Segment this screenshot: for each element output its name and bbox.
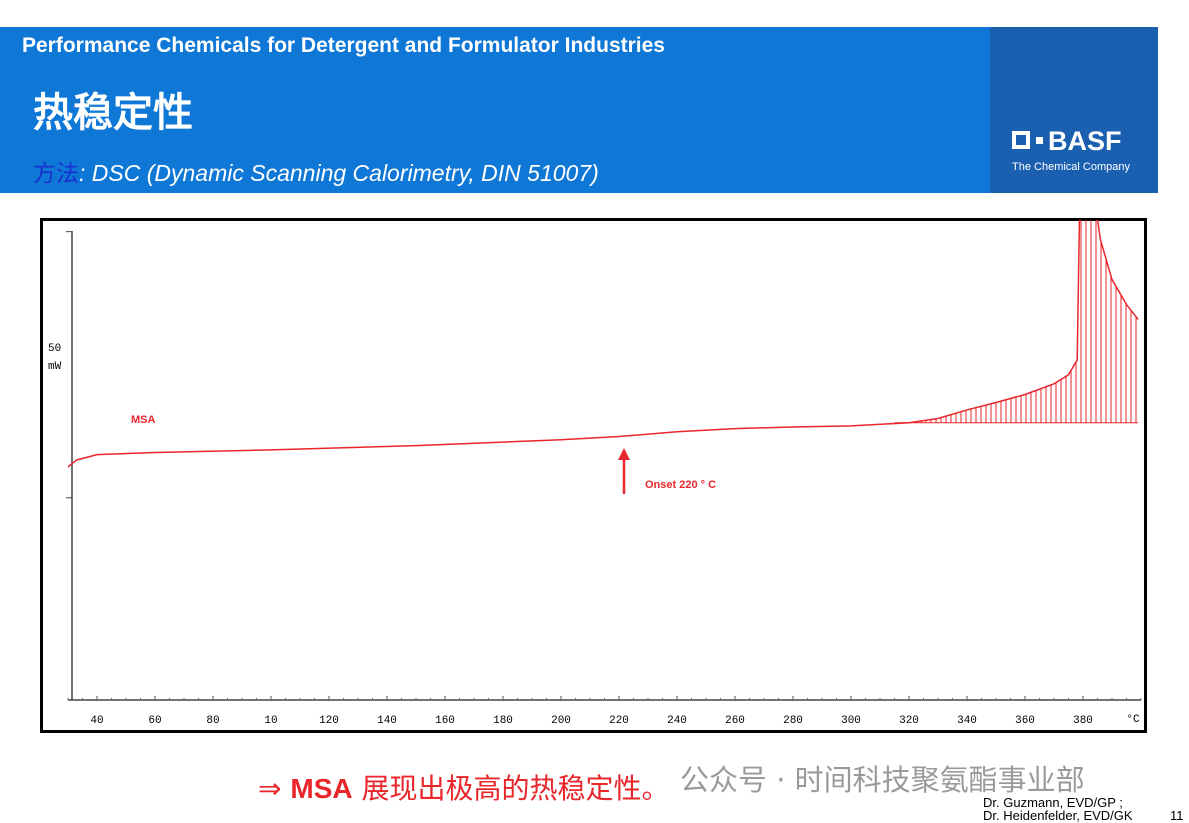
conclusion-arrow: ⇒ [258,772,282,805]
integration-hatch [894,220,1139,423]
method-text: : DSC (Dynamic Scanning Calorimetry, DIN… [79,160,599,186]
x-tick-label: 10 [264,715,277,727]
series-title: Performance Chemicals for Detergent and … [22,34,665,57]
x-tick-label: 300 [841,715,861,727]
x-tick-label: 180 [493,715,513,727]
x-tick-label: 120 [319,715,339,727]
footer-author: Dr. Heidenfelder, EVD/GK [983,808,1133,823]
method: 方法: DSC (Dynamic Scanning Calorimetry, D… [33,154,599,188]
plot-area [67,220,1139,468]
x-tick-label: 320 [899,715,919,727]
header-band [0,27,990,193]
x-tick-label: 220 [609,715,629,727]
x-tick-label: 60 [148,715,161,727]
logo: BASF [1048,126,1122,156]
watermark: 公众号 · 时间科技聚氨酯事业部 [680,763,1085,797]
onset-arrowhead [618,448,630,460]
x-tick-label: 160 [435,715,455,727]
logo-squares [1012,131,1030,149]
conclusion-subject: MSA [290,773,353,804]
x-tick-label: 240 [667,715,687,727]
chart-frame [40,218,1147,733]
x-tick-label: 380 [1073,715,1093,727]
title: 热稳定性 [33,90,193,136]
x-tick-label: 280 [783,715,803,727]
x-tick-label: 140 [377,715,397,727]
x-tick-label: 260 [725,715,745,727]
conclusion-text: 展现出极高的热稳定性。 [361,772,670,805]
logo-dot [1036,137,1043,144]
x-tick-label: 40 [90,715,103,727]
x-tick-label: 340 [957,715,977,727]
series-label: MSA [131,414,156,426]
x-tick-label: 360 [1015,715,1035,727]
line-series [67,220,1139,468]
page-number: 11 [1170,808,1184,823]
logo-tagline: The Chemical Company [1012,161,1130,173]
logo-band [990,27,1158,193]
y-axis-label: mW [48,361,62,373]
method-label: 方法 [33,161,79,187]
annotation: Onset 220 ° C [645,479,716,491]
x-tick-label: 80 [206,715,219,727]
conclusion: ⇒ MSA 展现出极高的热稳定性。 [258,767,670,807]
y-axis-label: 50 [48,343,61,355]
x-axis-label: °C [1126,714,1140,726]
footer-author: Dr. Guzmann, EVD/GP ; [983,795,1123,810]
x-tick-label: 200 [551,715,571,727]
